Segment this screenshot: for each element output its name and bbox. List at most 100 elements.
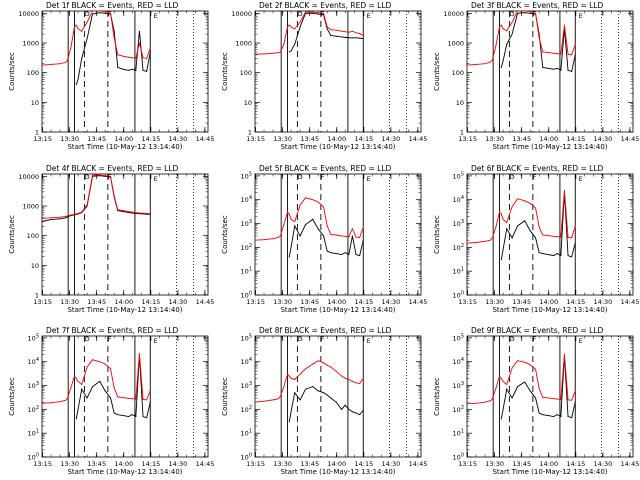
data-point-lld — [563, 189, 565, 191]
x-tick-label: 13:45 — [300, 298, 319, 306]
series-line-events — [289, 12, 364, 53]
overlay-letter: E — [367, 12, 371, 20]
data-point-events — [312, 12, 314, 14]
data-point-lld — [294, 221, 296, 223]
x-tick-label: 14:00 — [114, 460, 133, 468]
data-point-lld — [362, 226, 364, 228]
data-point-lld — [542, 396, 544, 398]
y-tick-label: 10 — [244, 99, 252, 107]
y-tick-label: 104 — [453, 357, 464, 366]
data-point-lld — [359, 383, 361, 385]
data-point-events — [99, 380, 101, 382]
data-point-lld — [495, 226, 497, 228]
x-axis-label: Start Time (10-May-12 13:14:40) — [67, 468, 182, 476]
overlay-letter: E — [367, 337, 371, 345]
data-point-lld — [344, 31, 346, 33]
data-point-lld — [500, 377, 502, 379]
data-point-lld — [506, 384, 508, 386]
data-point-lld — [81, 211, 83, 213]
chart-title: Det 7f BLACK = Events, RED = LLD — [46, 326, 179, 335]
data-point-lld — [263, 400, 265, 402]
data-point-lld — [142, 212, 144, 214]
data-point-events — [149, 51, 151, 53]
data-point-events — [113, 30, 115, 32]
series-line-events — [500, 12, 576, 73]
data-point-lld — [571, 399, 573, 401]
data-point-events — [128, 69, 130, 71]
data-point-events — [323, 235, 325, 237]
chart-title: Det 5f BLACK = Events, RED = LLD — [259, 164, 392, 173]
data-point-lld — [362, 34, 364, 36]
data-point-lld — [86, 21, 88, 23]
series-line-lld — [467, 11, 576, 66]
overlay-letter: E — [579, 12, 583, 20]
data-point-events — [538, 252, 540, 254]
x-tick-label: 13:45 — [512, 460, 531, 468]
data-point-lld — [524, 11, 526, 12]
y-tick-label: 102 — [453, 405, 464, 414]
data-point-lld — [323, 206, 325, 208]
data-point-lld — [128, 211, 130, 213]
data-point-events — [359, 255, 361, 257]
overlay-letter: F — [533, 335, 537, 343]
data-point-lld — [317, 201, 319, 203]
x-tick-label: 13:15 — [33, 298, 52, 306]
data-point-events — [104, 12, 106, 14]
data-point-lld — [495, 45, 497, 47]
data-point-lld — [110, 175, 112, 177]
data-point-events — [517, 225, 519, 227]
data-point-events — [535, 397, 537, 399]
data-point-lld — [567, 236, 569, 238]
data-point-events — [149, 401, 151, 403]
data-point-lld — [484, 63, 486, 65]
data-point-lld — [511, 21, 513, 23]
data-point-lld — [299, 204, 301, 206]
x-tick-label: 14:45 — [409, 460, 428, 468]
overlay-letter: E — [154, 337, 158, 345]
data-point-events — [131, 414, 133, 416]
x-axis-label: Start Time (10-May-12 13:14:40) — [492, 306, 607, 314]
x-tick-label: 14:45 — [196, 460, 215, 468]
data-point-lld — [355, 236, 357, 238]
data-point-events — [290, 246, 292, 248]
data-point-lld — [341, 30, 343, 32]
overlay-letter: D — [510, 10, 515, 18]
data-point-events — [330, 34, 332, 36]
data-point-lld — [117, 209, 119, 211]
data-point-lld — [135, 58, 137, 60]
y-tick-label: 10000 — [443, 10, 464, 18]
data-point-lld — [305, 197, 307, 199]
data-point-lld — [263, 53, 265, 55]
y-tick-label: 102 — [28, 405, 39, 414]
data-point-lld — [99, 174, 101, 176]
y-tick-label: 10 — [31, 262, 39, 270]
chart-title: Det 8f BLACK = Events, RED = LLD — [259, 326, 392, 335]
data-point-events — [547, 415, 549, 417]
data-point-events — [542, 414, 544, 416]
data-point-lld — [495, 388, 497, 390]
data-point-lld — [305, 11, 307, 13]
data-point-lld — [556, 236, 558, 238]
data-point-lld — [560, 398, 562, 400]
x-tick-label: 13:15 — [458, 460, 477, 468]
x-tick-label: 13:30 — [273, 135, 292, 143]
x-axis-label: Start Time (10-May-12 13:14:40) — [492, 143, 607, 151]
data-point-lld — [511, 206, 513, 208]
data-point-lld — [122, 210, 124, 212]
panel-det-5: Det 5f BLACK = Events, RED = LLD 100 101 10… — [221, 164, 427, 314]
data-point-lld — [77, 212, 79, 214]
data-point-lld — [272, 52, 274, 54]
data-point-events — [294, 225, 296, 227]
data-point-lld — [288, 24, 290, 26]
data-point-events — [305, 224, 307, 226]
data-point-lld — [312, 11, 314, 13]
data-point-events — [317, 228, 319, 230]
data-point-lld — [542, 234, 544, 236]
data-point-lld — [138, 42, 140, 44]
data-point-lld — [75, 377, 77, 379]
chart-title: Det 9f BLACK = Events, RED = LLD — [471, 326, 604, 335]
data-point-lld — [135, 398, 137, 400]
data-point-lld — [535, 368, 537, 370]
data-point-events — [135, 212, 137, 214]
data-point-lld — [517, 11, 519, 12]
